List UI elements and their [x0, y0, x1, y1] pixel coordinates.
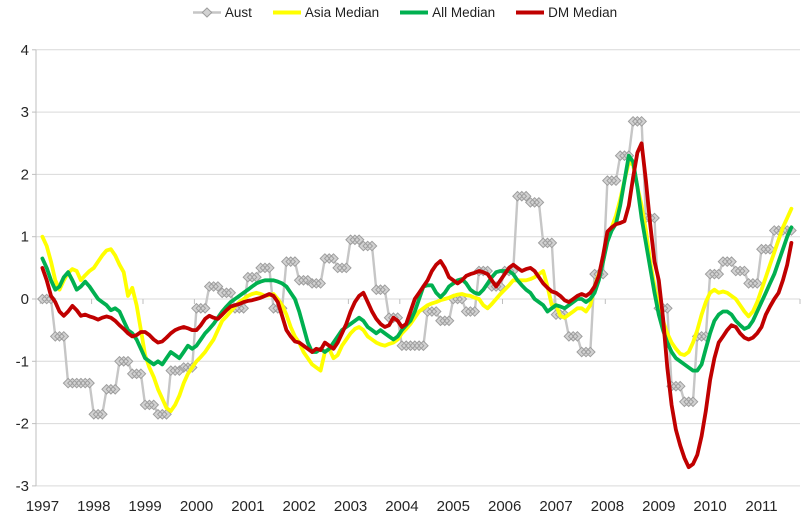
aust-series-diamond-markers [36, 115, 797, 420]
all-median-legend-marker-icon [400, 10, 429, 15]
y-axis-label: -2 [16, 416, 29, 433]
asia-median-legend-marker-icon [272, 10, 301, 15]
legend-label-all-median: All Median [432, 5, 496, 20]
x-axis-label: 2002 [283, 498, 316, 515]
x-axis-label: 2005 [437, 498, 470, 515]
x-axis-label: 2008 [591, 498, 624, 515]
legend-item-asia-median: Asia Median [272, 5, 379, 20]
legend-label-dm-median: DM Median [548, 5, 618, 20]
x-axis-label: 2006 [488, 498, 521, 515]
asia-median-series-line [40, 160, 794, 413]
aust-legend-marker-icon [192, 7, 221, 18]
legend-label-asia-median: Asia Median [304, 5, 380, 20]
legend-label-aust: Aust [224, 5, 252, 20]
legend-item-all-median: All Median [399, 5, 495, 20]
chart-legend: Aust Asia Median All Median DM Median [0, 5, 809, 20]
x-axis-label: 2009 [642, 498, 675, 515]
y-axis-label: 0 [21, 291, 29, 308]
aust-series-line [42, 120, 792, 416]
y-axis-label: 3 [21, 104, 29, 121]
x-axis-label: 2007 [539, 498, 572, 515]
x-axis-label: 2001 [231, 498, 264, 515]
x-axis-label: 1997 [26, 498, 59, 515]
legend-item-dm-median: DM Median [515, 5, 617, 20]
x-axis-label: 2003 [334, 498, 367, 515]
x-axis-label: 1998 [77, 498, 110, 515]
legend-item-aust: Aust [192, 5, 252, 20]
x-axis-label: 2000 [180, 498, 213, 515]
x-axis-label: 2004 [385, 498, 418, 515]
x-axis-label: 2011 [745, 498, 777, 515]
dm-median-series-line [40, 141, 794, 470]
y-axis-label: -1 [16, 353, 29, 370]
dm-median-legend-marker-icon [516, 10, 545, 15]
y-axis-label: 1 [21, 229, 29, 246]
y-axis-label: -3 [16, 478, 29, 495]
y-axis-label: 2 [21, 166, 29, 183]
y-axis-label: 4 [21, 42, 29, 59]
x-axis-label: 2010 [693, 498, 726, 515]
x-axis-label: 1999 [128, 498, 161, 515]
